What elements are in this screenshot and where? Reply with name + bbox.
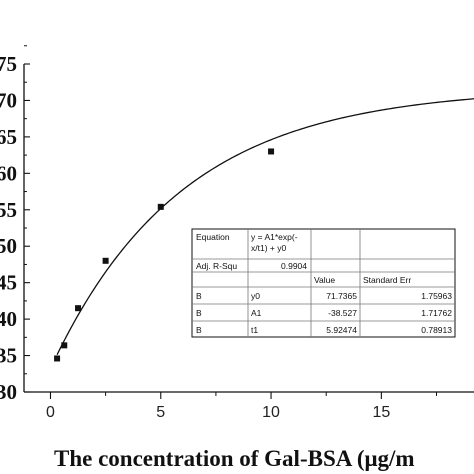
axes <box>23 64 474 393</box>
param-value: -38.527 <box>328 308 357 318</box>
y-tick-label: 40 <box>0 307 17 331</box>
param-value: 71.7365 <box>326 291 357 301</box>
y-tick-label: 50 <box>0 234 17 258</box>
param-standard-error: 0.78913 <box>421 325 452 335</box>
param-row-label: B <box>196 325 202 335</box>
y-tick-label: 75 <box>0 52 17 76</box>
fit-results-table: Equation y = A1*exp(-x/t1) + y0 Adj. R-Squ… <box>191 228 456 338</box>
param-standard-error: 1.71762 <box>421 308 452 318</box>
y-tick-label: 30 <box>0 380 17 404</box>
y-tick-label: 45 <box>0 271 17 295</box>
table-frame <box>191 228 456 338</box>
x-tick-label: 5 <box>156 404 165 421</box>
equation-text: x/t1) + y0 <box>251 243 286 253</box>
y-tick-label: 70 <box>0 88 17 112</box>
x-tick-label: 15 <box>372 404 390 421</box>
y-tick-label: 35 <box>0 344 17 368</box>
adj-r-square-value: 0.9904 <box>281 261 307 271</box>
param-name: y0 <box>251 291 260 301</box>
param-standard-error: 1.75963 <box>421 291 452 301</box>
data-point <box>75 305 82 312</box>
value-header: Value <box>314 275 335 285</box>
data-point <box>54 355 61 362</box>
data-point <box>102 257 109 264</box>
adj-r-square-label: Adj. R-Squ <box>196 261 237 271</box>
fit-curve <box>56 98 474 356</box>
x-axis-label: The concentration of Gal-BSA (μg/m <box>54 446 415 471</box>
x-tick-label: 0 <box>46 404 55 421</box>
y-tick-label: 65 <box>0 125 17 149</box>
param-name: A1 <box>251 308 262 318</box>
standard-error-header: Standard Err <box>363 275 411 285</box>
equation-text: y = A1*exp(- <box>251 232 298 242</box>
y-axis-ticks: 30 35 40 45 50 55 60 65 70 75 <box>0 45 30 404</box>
x-axis-ticks: 0 5 10 15 <box>46 392 437 421</box>
y-tick-label: 60 <box>0 161 17 185</box>
param-value: 5.92474 <box>326 325 357 335</box>
data-point <box>268 148 275 155</box>
x-tick-label: 10 <box>262 404 280 421</box>
data-point <box>61 342 68 349</box>
y-tick-label: 55 <box>0 198 17 222</box>
equation-label: Equation <box>196 232 230 242</box>
param-row-label: B <box>196 308 202 318</box>
data-points <box>54 148 275 362</box>
param-name: t1 <box>251 325 258 335</box>
param-row-label: B <box>196 291 202 301</box>
data-point <box>157 203 164 210</box>
